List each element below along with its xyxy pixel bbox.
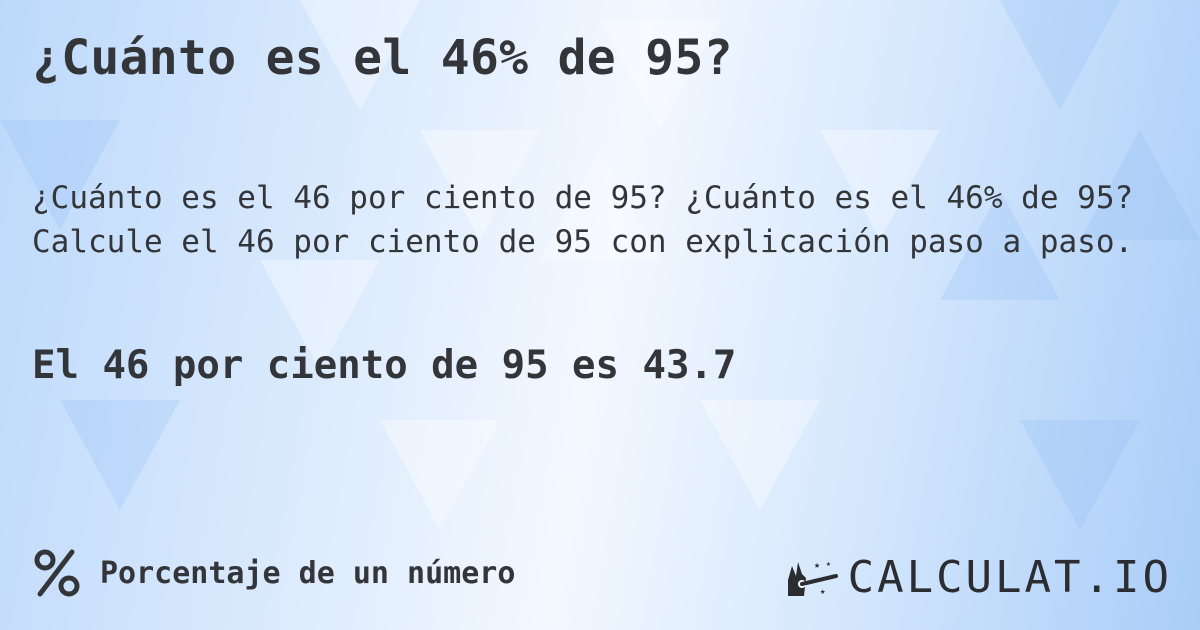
description: ¿Cuánto es el 46 por ciento de 95? ¿Cuán… [32, 176, 1133, 264]
magic-hand-wand-icon: ★ ★ ★ [787, 559, 838, 597]
svg-text:★: ★ [820, 587, 826, 597]
description-line: ¿Cuánto es el 46 por ciento de 95? ¿Cuán… [32, 180, 1134, 216]
description-line: Calcule el 46 por ciento de 95 con expli… [32, 224, 1134, 260]
result-text: El 46 por ciento de 95 es 43.7 [32, 343, 737, 388]
svg-text:★: ★ [826, 559, 831, 568]
logo-text: CALCULAT.IO [847, 552, 1172, 603]
calculat-io-logo[interactable]: ★ ★ ★ CALCULAT.IO [784, 552, 1172, 603]
category-label: Porcentaje de un número [100, 555, 516, 591]
footer-category: Porcentaje de un número [32, 548, 515, 598]
page-title: ¿Cuánto es el 46% de 95? [32, 30, 733, 86]
percent-icon [34, 549, 80, 597]
svg-text:★: ★ [814, 560, 820, 571]
